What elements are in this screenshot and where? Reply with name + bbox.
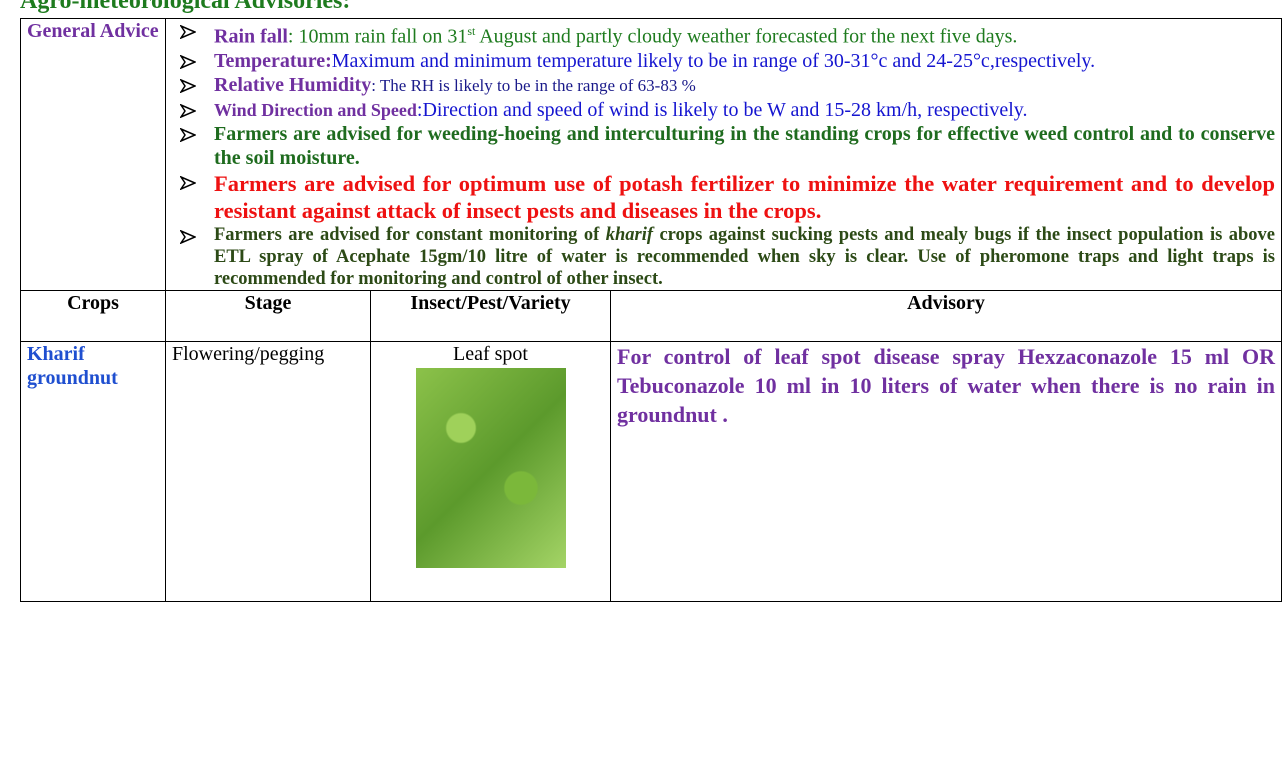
segment: Farmers are advised for weeding-hoeing a… [214, 123, 1275, 169]
segment: Wind Direction and Speed [214, 100, 417, 120]
header: Insect/Pest/Variety [371, 290, 611, 341]
segment: :Direction and speed of wind is likely t… [417, 99, 1028, 121]
crop: Kharif groundnut [21, 341, 166, 601]
segment: Relative Humidity [214, 74, 371, 96]
page: Agro-meteorological Advisories: General … [0, 0, 1285, 770]
segment: Maximum and minimum temperature likely t… [332, 50, 1095, 72]
segment: August and partly cloudy weather forecas… [475, 26, 1017, 48]
segment: : The RH is likely to be in the range of… [371, 76, 696, 95]
header-row: Crops Stage Insect/Pest/Variety Advisory [21, 290, 1282, 341]
header: Crops [21, 290, 166, 341]
title: Agro-meteorological Advisories: [20, 0, 350, 15]
bullet: Wind Direction and Speed:Direction and s… [172, 98, 1275, 122]
bullet: Farmers are advised for constant monitor… [172, 224, 1275, 290]
bullet: Relative Humidity: The RH is likely to b… [172, 73, 1275, 98]
header: Advisory [611, 290, 1282, 341]
segment: Farmers are advised for optimum use of p… [214, 171, 1275, 223]
segment: kharif [606, 225, 653, 245]
bullet: Temperature:Maximum and minimum temperat… [172, 49, 1275, 73]
bullet-arrow [180, 55, 196, 69]
segment: Farmers are advised for constant monitor… [214, 225, 606, 245]
segment: : 10mm rain fall on 31 [288, 26, 467, 48]
bullet-arrow [180, 176, 196, 190]
stage: Flowering/pegging [166, 341, 371, 601]
bullet-arrow [180, 104, 196, 118]
bullet-arrow [180, 25, 196, 39]
bullet: Farmers are advised for weeding-hoeing a… [172, 122, 1275, 170]
advisory-table: General Advice Rain fall: 10mm rain fall… [20, 18, 1282, 602]
segment: Rain fall [214, 26, 288, 48]
advisory: For control of leaf spot disease spray H… [611, 341, 1282, 601]
segment: Temperature: [214, 50, 332, 72]
bullet-arrow [180, 79, 196, 93]
pest: Leaf spot [377, 342, 604, 366]
general-row: General Advice Rain fall: 10mm rain fall… [21, 19, 1282, 291]
general-advice-label: General Advice [21, 19, 166, 291]
header: Stage [166, 290, 371, 341]
bullet: Farmers are advised for optimum use of p… [172, 170, 1275, 224]
pest-cell: Leaf spot [371, 341, 611, 601]
bullet: Rain fall: 10mm rain fall on 31st August… [172, 19, 1275, 49]
leaf-image [416, 368, 566, 568]
bullet-arrow [180, 128, 196, 142]
data-row: Kharif groundnut Flowering/pegging Leaf … [21, 341, 1282, 601]
bullet-list: Rain fall: 10mm rain fall on 31st August… [166, 19, 1282, 291]
bullet-arrow [180, 230, 196, 244]
